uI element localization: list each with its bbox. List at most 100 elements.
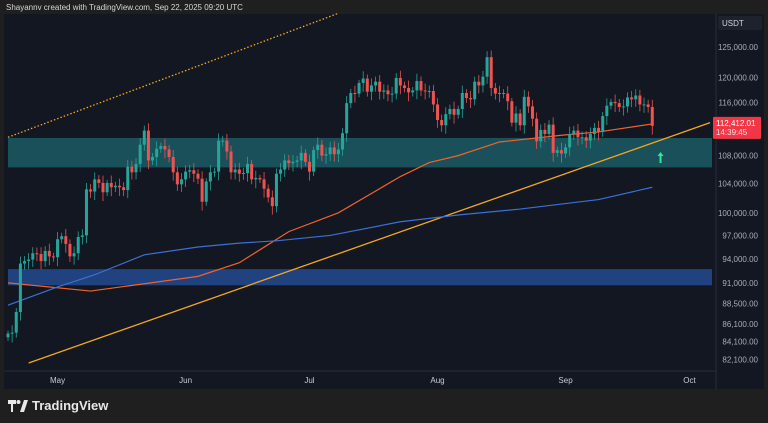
candle[interactable]: [419, 76, 423, 96]
candle[interactable]: [493, 82, 497, 100]
candle[interactable]: [93, 172, 97, 201]
candle[interactable]: [440, 114, 444, 132]
candle[interactable]: [386, 84, 390, 102]
candle[interactable]: [18, 256, 22, 321]
candle[interactable]: [246, 156, 250, 182]
candle[interactable]: [415, 73, 419, 100]
candle[interactable]: [531, 100, 535, 127]
candle[interactable]: [283, 154, 287, 177]
candle[interactable]: [51, 252, 55, 262]
candle[interactable]: [328, 141, 332, 162]
candle[interactable]: [233, 163, 237, 180]
candle[interactable]: [225, 133, 229, 160]
candle[interactable]: [167, 145, 171, 163]
candle[interactable]: [130, 160, 134, 180]
candle[interactable]: [584, 131, 588, 148]
candle[interactable]: [56, 231, 60, 267]
candle[interactable]: [105, 179, 109, 197]
candle[interactable]: [43, 246, 47, 267]
candle[interactable]: [642, 97, 646, 113]
candle[interactable]: [398, 70, 402, 95]
candle[interactable]: [634, 89, 638, 107]
candle[interactable]: [204, 178, 208, 206]
candle[interactable]: [84, 183, 88, 244]
candle[interactable]: [312, 146, 316, 176]
candle[interactable]: [262, 172, 266, 198]
candle[interactable]: [526, 91, 530, 113]
candle[interactable]: [316, 137, 320, 159]
candle[interactable]: [14, 307, 18, 338]
candle[interactable]: [650, 99, 654, 135]
candle[interactable]: [407, 80, 411, 102]
candle[interactable]: [299, 145, 303, 170]
candle[interactable]: [303, 149, 307, 167]
candle[interactable]: [394, 73, 398, 100]
candle[interactable]: [60, 232, 64, 244]
demand-zone[interactable]: [8, 269, 712, 286]
candle[interactable]: [390, 86, 394, 103]
candle[interactable]: [270, 190, 274, 215]
candle[interactable]: [402, 81, 406, 93]
candle[interactable]: [547, 120, 551, 140]
candle[interactable]: [241, 167, 245, 180]
candle[interactable]: [456, 105, 460, 119]
candle[interactable]: [39, 247, 43, 270]
candle[interactable]: [572, 125, 576, 140]
candle[interactable]: [576, 123, 580, 146]
candle[interactable]: [208, 164, 212, 191]
candle[interactable]: [213, 167, 216, 177]
candle[interactable]: [332, 141, 336, 162]
candle[interactable]: [436, 98, 440, 128]
candle[interactable]: [568, 126, 572, 157]
candle[interactable]: [369, 78, 373, 101]
candle[interactable]: [109, 175, 113, 197]
candle[interactable]: [349, 88, 353, 109]
candle[interactable]: [630, 90, 634, 108]
ascending-trendline[interactable]: [28, 122, 711, 364]
candle[interactable]: [378, 75, 382, 100]
candle[interactable]: [551, 117, 555, 162]
candle[interactable]: [518, 109, 522, 131]
candle[interactable]: [320, 140, 324, 162]
support-zone[interactable]: [8, 137, 712, 168]
candle[interactable]: [506, 86, 510, 111]
candle[interactable]: [324, 147, 328, 164]
candle[interactable]: [287, 154, 291, 171]
candle[interactable]: [6, 330, 10, 341]
candle[interactable]: [559, 142, 563, 163]
candle[interactable]: [497, 85, 501, 103]
candle[interactable]: [477, 75, 481, 94]
candle[interactable]: [345, 96, 349, 142]
candle[interactable]: [68, 239, 72, 262]
candle[interactable]: [353, 85, 357, 103]
candle[interactable]: [274, 168, 278, 213]
candle[interactable]: [72, 246, 76, 265]
candle[interactable]: [196, 169, 200, 185]
candle[interactable]: [295, 155, 299, 168]
candle[interactable]: [307, 154, 311, 181]
candle[interactable]: [171, 150, 175, 181]
candle[interactable]: [592, 122, 596, 141]
candle[interactable]: [155, 141, 159, 166]
candle[interactable]: [217, 133, 221, 181]
candle[interactable]: [609, 98, 613, 110]
candle[interactable]: [473, 76, 477, 106]
candle[interactable]: [601, 112, 605, 137]
candle[interactable]: [489, 50, 493, 96]
candle[interactable]: [250, 159, 254, 185]
candle[interactable]: [374, 76, 378, 92]
candle[interactable]: [258, 174, 262, 184]
candle[interactable]: [122, 182, 126, 197]
candle[interactable]: [423, 83, 427, 100]
candle[interactable]: [151, 153, 155, 166]
candle[interactable]: [163, 138, 167, 159]
candle[interactable]: [514, 106, 518, 132]
candle[interactable]: [179, 173, 183, 193]
candle[interactable]: [229, 145, 233, 180]
candle[interactable]: [613, 94, 617, 113]
candle[interactable]: [35, 247, 39, 261]
candle[interactable]: [597, 120, 601, 141]
candle[interactable]: [266, 184, 270, 203]
candle[interactable]: [10, 325, 14, 343]
candle[interactable]: [126, 160, 130, 199]
